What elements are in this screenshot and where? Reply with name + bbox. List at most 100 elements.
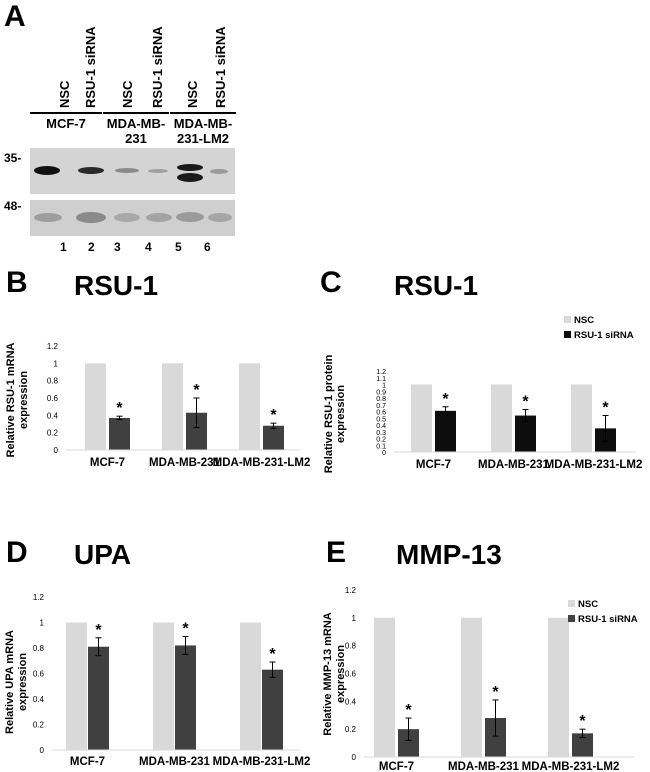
lane-label-4: RSU-1 siRNA [150,26,165,108]
significance-star: * [522,393,529,410]
cell-line-3-line2: 231-LM2 [176,131,230,146]
category-label: MDA-MB-231-LM2 [522,761,620,772]
lc-band-2 [76,212,106,223]
y-tick-label: 0 [54,446,59,455]
y-tick-label: 1.2 [345,586,357,595]
cell-line-1-line1: MCF-7 [46,116,86,131]
y-tick-label: 0.9 [376,389,386,396]
category-label: MDA-MB-231 [478,459,550,471]
y-tick-label: 0.6 [47,394,59,403]
category-label: MDA-MB-231-LM2 [545,459,643,471]
band-lane-4 [148,169,168,173]
y-tick-label: 1 [352,614,357,623]
cell-line-label-3: MDA-MB- 231-LM2 [170,116,236,146]
lc-band-3 [114,213,140,222]
lane-label-6: RSU-1 siRNA [213,26,228,108]
lc-band-1 [34,213,62,222]
significance-star: * [270,407,277,424]
chart-e: 0 0.2 0.4 0.6 0.8 1 1.2 Relative MMP-13 mRNA exp… [322,586,638,772]
legend-label: RSU-1 siRNA [574,330,634,341]
y-tick-label: 1.1 [376,376,386,383]
category-label: MDA-MB-231 [448,761,520,772]
bar-sirna [109,417,130,450]
bar-nsc [239,363,260,450]
y-tick-label: 1.2 [33,593,45,602]
category-label: MDA-MB-231-LM2 [213,457,311,469]
category-label: MCF-7 [379,761,414,772]
bar-nsc [548,617,569,757]
category-label: MCF-7 [90,457,125,469]
lane-label-1: NSC [57,80,72,108]
y-tick-label: 0.8 [345,642,357,651]
y-tick-label: 1.2 [47,342,59,351]
category-label: MCF-7 [70,756,105,768]
y-axis-label: expression [335,645,347,703]
legend-label: RSU-1 siRNA [578,614,638,625]
significance-star: * [492,684,499,701]
bar-sirna [175,645,196,750]
bar-sirna [515,415,536,452]
cell-line-label-2: MDA-MB- 231 [103,116,169,146]
y-tick-label: 0 [352,753,357,762]
y-tick-label: 1 [382,383,386,390]
lane-number-6: 6 [204,240,211,254]
marker-35: 35- [4,151,22,165]
cell-line-2-line1: MDA-MB- [106,116,166,131]
band-lane-5-upper [177,164,203,171]
lane-number-3: 3 [114,240,121,254]
lc-band-4 [146,213,172,222]
cell-line-3-line1: MDA-MB- [173,116,233,131]
panel-e-title: MMP-13 [396,539,502,570]
lc-band-6 [208,213,232,222]
bar-sirna [398,729,419,757]
significance-star: * [579,713,586,730]
y-tick-label: 1 [40,619,45,628]
bar-sirna [572,733,593,757]
legend-label: NSC [578,599,598,610]
y-tick-label: 0.8 [33,644,45,653]
category-label: MCF-7 [416,459,451,471]
band-lane-6 [210,169,228,174]
significance-star: * [95,622,102,639]
lane-label-5: NSC [185,80,200,108]
y-axis-label: expression [18,371,30,429]
y-axis-label: Relative RSU-1 mRNA [5,342,17,457]
y-tick-label: 0 [382,450,386,457]
category-label: MDA-MB-231 [139,756,211,768]
bar-sirna [435,410,456,452]
legend-swatch [568,600,575,607]
y-tick-label: 0.6 [345,670,357,679]
panel-d-letter: D [6,536,28,569]
y-tick-label: 0.6 [33,670,45,679]
y-tick-label: 0.7 [376,403,386,410]
y-tick-label: 0.4 [33,695,45,704]
significance-star: * [182,621,189,638]
category-label: MDA-MB-231-LM2 [213,756,311,768]
chart-c: 00.10.20.30.40.50.60.70.80.911.11.2 Relat… [323,315,643,473]
bar-sirna [263,425,284,450]
significance-star: * [269,646,276,663]
cell-line-2-line2: 231 [125,131,147,146]
panel-a-letter: A [4,0,26,33]
bar-nsc [491,384,512,452]
y-tick-label: 1 [54,359,59,368]
bar-nsc [374,617,395,757]
legend-swatch [564,331,571,338]
y-tick-label: 0.4 [345,697,357,706]
lane-label-2: RSU-1 siRNA [83,26,98,108]
panel-d-title: UPA [74,539,132,570]
group-underline-3 [170,112,236,114]
y-axis-label: expression [17,653,29,711]
y-axis-label: Relative RSU-1 protein [323,354,335,473]
chart-b: 0 0.2 0.4 0.6 0.8 1 1.2 Relative RSU-1 mRNA expr… [5,342,311,469]
y-tick-label: 0.6 [376,410,386,417]
bar-sirna [186,412,207,450]
y-tick-label: 0.2 [376,437,386,444]
y-tick-label: 0.8 [376,396,386,403]
panel-b-title: RSU-1 [74,270,159,301]
bar-nsc [461,617,482,757]
y-tick-label: 0.2 [33,721,45,730]
lane-number-4: 4 [145,240,152,254]
band-lane-1 [34,166,60,175]
legend-swatch [564,316,571,323]
